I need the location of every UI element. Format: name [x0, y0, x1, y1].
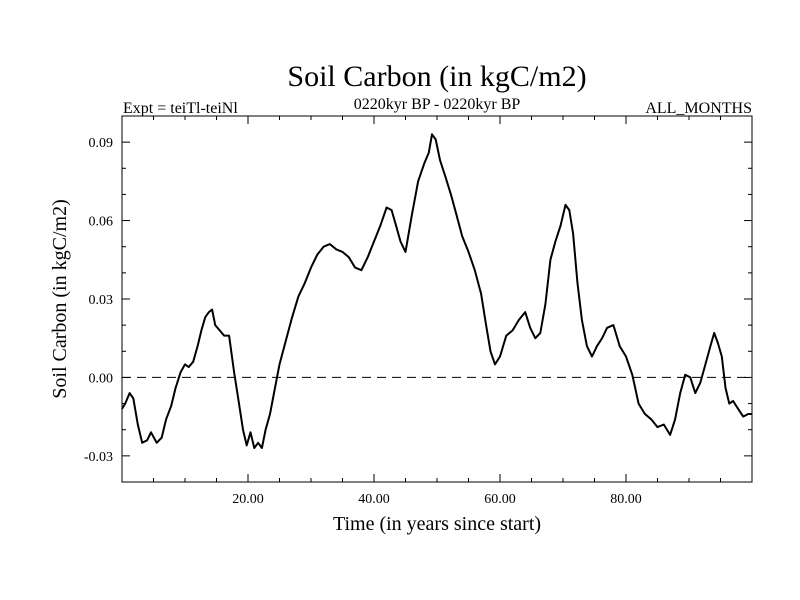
x-tick-label: 20.00: [232, 492, 264, 507]
y-tick-label: 0.06: [89, 215, 114, 230]
months-label: ALL_MONTHS: [645, 100, 752, 117]
x-tick-label: 80.00: [610, 492, 642, 507]
x-tick-label: 60.00: [484, 492, 516, 507]
y-axis-ticks: -0.03 0.00 0.03 0.06 0.09: [84, 136, 752, 465]
y-axis-label: Soil Carbon (in kgC/m2): [49, 199, 71, 398]
x-axis-ticks: 20.00 40.00 60.00 80.00: [153, 116, 721, 507]
y-tick-label: 0.03: [89, 293, 114, 308]
x-tick-label: 40.00: [358, 492, 390, 507]
period-label: 0220kyr BP - 0220kyr BP: [354, 96, 521, 113]
soil-carbon-series-line: [121, 133, 752, 449]
x-axis-label: Time (in years since start): [333, 513, 541, 535]
y-tick-label: 0.00: [89, 371, 114, 386]
y-tick-label: 0.09: [89, 136, 114, 151]
experiment-label: Expt = teiTl-teiNl: [123, 100, 238, 117]
chart-title: Soil Carbon (in kgC/m2): [287, 60, 586, 93]
y-tick-label: -0.03: [84, 450, 113, 465]
